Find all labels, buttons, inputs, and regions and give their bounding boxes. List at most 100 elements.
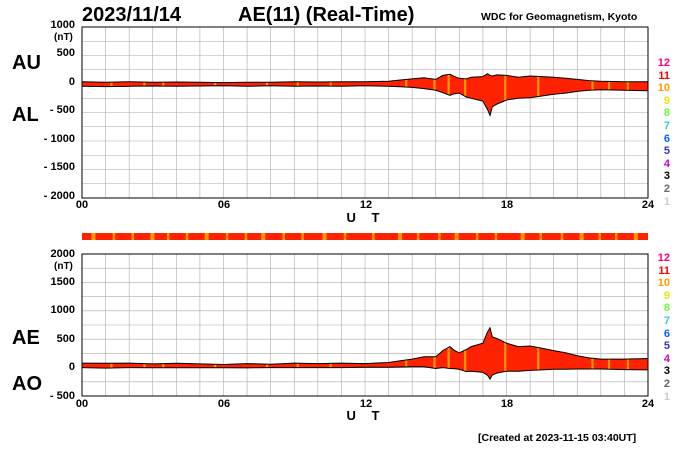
activity-bar-segment xyxy=(166,233,170,240)
activity-bar-segment xyxy=(91,233,96,240)
legend-item: 11 xyxy=(658,69,670,82)
au-label: AU xyxy=(12,52,41,74)
x-axis-label: U T xyxy=(346,408,386,423)
legend-item: 8 xyxy=(663,107,670,120)
activity-bar-segment xyxy=(244,233,248,240)
activity-stripe xyxy=(143,363,146,368)
y-tick-label: - 500 xyxy=(49,104,75,116)
y-tick-label: 1000 xyxy=(50,19,75,31)
activity-bar-segment xyxy=(633,233,638,240)
activity-stripe xyxy=(214,82,217,86)
activity-stripe xyxy=(110,363,113,368)
y-tick-label: 1500 xyxy=(50,276,75,288)
legend-item: 7 xyxy=(663,119,670,132)
source-label: WDC for Geomagnetism, Kyoto xyxy=(481,11,638,23)
activity-bar-segment xyxy=(539,233,543,240)
y-tick-label: 0 xyxy=(68,361,75,373)
unit-label: (nT) xyxy=(54,261,73,272)
activity-stripe xyxy=(504,75,507,101)
activity-stripe xyxy=(162,363,165,368)
legend-item: 4 xyxy=(663,157,670,170)
activity-bar-segment xyxy=(301,233,304,240)
legend-item: 12 xyxy=(657,252,670,264)
series-line-ao xyxy=(81,366,649,380)
activity-stripe xyxy=(447,74,450,95)
x-tick-label: 24 xyxy=(641,398,655,410)
activity-stripe xyxy=(265,82,269,86)
x-tick-label: 00 xyxy=(75,398,89,410)
activity-bar-segment xyxy=(204,233,209,240)
legend-item: 4 xyxy=(663,352,670,365)
legend-item: 1 xyxy=(663,195,670,208)
created-timestamp: [Created at 2023-11-15 03:40UT] xyxy=(478,432,637,444)
activity-stripe xyxy=(296,81,299,87)
activity-bar-segment xyxy=(579,233,584,240)
legend-item: 10 xyxy=(657,82,670,95)
x-tick-label: 18 xyxy=(500,199,514,211)
activity-color-bar xyxy=(82,233,648,240)
activity-stripe xyxy=(591,358,594,370)
legend-item: 7 xyxy=(663,314,670,327)
unit-label: (nT) xyxy=(54,32,73,43)
y-tick-label: 0 xyxy=(68,76,75,88)
ae-ao-panel xyxy=(81,253,649,397)
x-tick-label: 12 xyxy=(359,199,373,211)
plot-frame xyxy=(81,253,649,397)
activity-bar-segment xyxy=(598,233,601,240)
activity-stripe xyxy=(329,81,332,87)
legend-item: 8 xyxy=(663,302,670,315)
activity-stripe xyxy=(296,363,299,368)
y-tick-label: - 500 xyxy=(49,390,75,402)
activity-stripe xyxy=(537,76,540,97)
activity-bar-segment xyxy=(416,233,420,240)
activity-stripe xyxy=(537,347,540,371)
activity-stripe xyxy=(504,342,507,372)
activity-bar-segment xyxy=(560,233,564,240)
activity-stripe xyxy=(591,80,594,91)
activity-stripe xyxy=(447,347,450,369)
activity-bar-segment xyxy=(475,233,479,240)
x-tick-label: 24 xyxy=(641,199,655,211)
activity-bar-segment xyxy=(225,233,229,240)
activity-stripe xyxy=(265,364,269,368)
au-al-panel xyxy=(81,26,649,199)
legend-item: 10 xyxy=(657,277,670,290)
legend-item: 6 xyxy=(663,327,670,340)
chart-title: AE(11) (Real-Time) xyxy=(238,4,415,26)
series-line-al xyxy=(81,85,649,117)
activity-legend-upper: 12 11 10 9 8 7 6 5 4 3 2 1 xyxy=(650,57,670,208)
activity-bar-segment xyxy=(261,233,266,240)
activity-bar-segment xyxy=(614,233,618,240)
activity-bar-segment xyxy=(494,233,498,240)
legend-item: 9 xyxy=(663,289,670,302)
activity-bar-segment xyxy=(185,233,189,240)
legend-item: 6 xyxy=(663,132,670,145)
legend-item: 3 xyxy=(663,170,670,183)
activity-stripe xyxy=(405,79,408,88)
y-tick-label: - 1000 xyxy=(43,133,75,145)
activity-bar-segment xyxy=(343,233,347,240)
activity-bar-segment xyxy=(322,233,327,240)
activity-bar-segment xyxy=(131,233,135,240)
legend-item: 2 xyxy=(663,377,670,390)
y-tick-label: - 2000 xyxy=(43,190,75,202)
activity-stripe xyxy=(162,82,165,87)
activity-bar-segment xyxy=(398,233,403,240)
x-tick-label: 18 xyxy=(500,398,514,410)
activity-stripe xyxy=(607,81,611,90)
activity-stripe xyxy=(433,356,436,369)
activity-legend-lower: 12 11 10 9 8 7 6 5 4 3 2 1 xyxy=(650,252,670,403)
ae-label: AE xyxy=(12,327,40,349)
activity-bar-segment xyxy=(372,233,375,240)
legend-item: 9 xyxy=(663,94,670,107)
activity-stripe xyxy=(214,364,217,368)
legend-item: 3 xyxy=(663,365,670,378)
activity-bar-segment xyxy=(282,233,285,240)
activity-bar-segment xyxy=(520,233,525,240)
activity-stripe xyxy=(405,360,408,367)
activity-bar-segment xyxy=(438,233,441,240)
x-tick-label: 06 xyxy=(217,398,231,410)
activity-stripe xyxy=(607,359,611,370)
activity-stripe xyxy=(626,81,629,91)
